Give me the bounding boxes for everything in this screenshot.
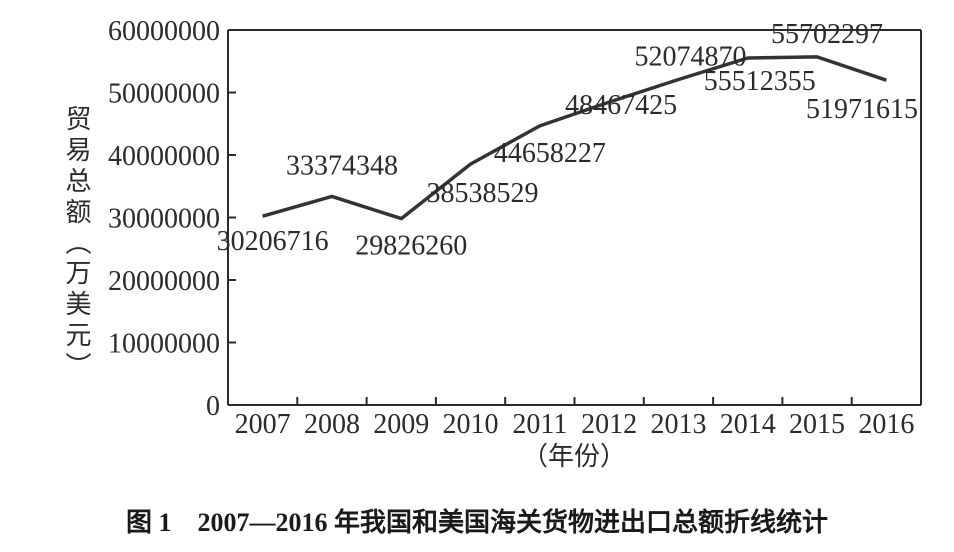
x-tick-label: 2012 [581,409,637,440]
data-labels: 30206716 33374348 29826260 38538529 44658227… [217,19,918,262]
chart-caption: 图 1 2007—2016 年我国和美国海关货物进出口总额折线统计 [126,507,828,537]
y-tick-label: 20000000 [108,266,220,297]
x-tick-label: 2015 [789,409,845,440]
data-label: 48467425 [565,90,677,121]
x-tick-label: 2011 [512,409,567,440]
x-tick-label: 2014 [720,409,776,440]
data-label: 33374348 [286,150,398,181]
x-tick-label: 2010 [443,409,499,440]
y-tick-label: 40000000 [108,141,220,172]
data-label: 55512355 [704,66,816,97]
y-tick-label: 60000000 [108,16,220,47]
data-label: 55702297 [771,19,883,50]
data-label: 52074870 [634,42,746,73]
data-label: 51971615 [806,94,918,125]
series-line [262,55,887,221]
y-tick-label: 50000000 [108,79,220,110]
x-axis-ticks: 2007 2008 2009 2010 2011 2012 2013 2014 2015 2016 [235,397,914,440]
x-tick-label: 2016 [858,409,914,440]
y-tick-label: 30000000 [108,204,220,235]
data-label: 38538529 [427,178,539,209]
data-label: 44658227 [494,138,606,169]
y-axis-title: 贸易总额（万美元） [61,105,91,378]
y-tick-label: 10000000 [108,329,220,360]
data-label: 30206716 [217,226,329,257]
x-tick-label: 2013 [650,409,706,440]
x-tick-label: 2008 [304,409,360,440]
x-axis-title: （年份） [522,442,626,472]
data-label: 29826260 [355,231,467,262]
x-tick-label: 2007 [235,409,291,440]
y-tick-label: 0 [206,391,220,422]
x-tick-label: 2009 [373,409,429,440]
y-axis-ticks: 0 10000000 20000000 30000000 40000000 5000000… [108,16,236,422]
